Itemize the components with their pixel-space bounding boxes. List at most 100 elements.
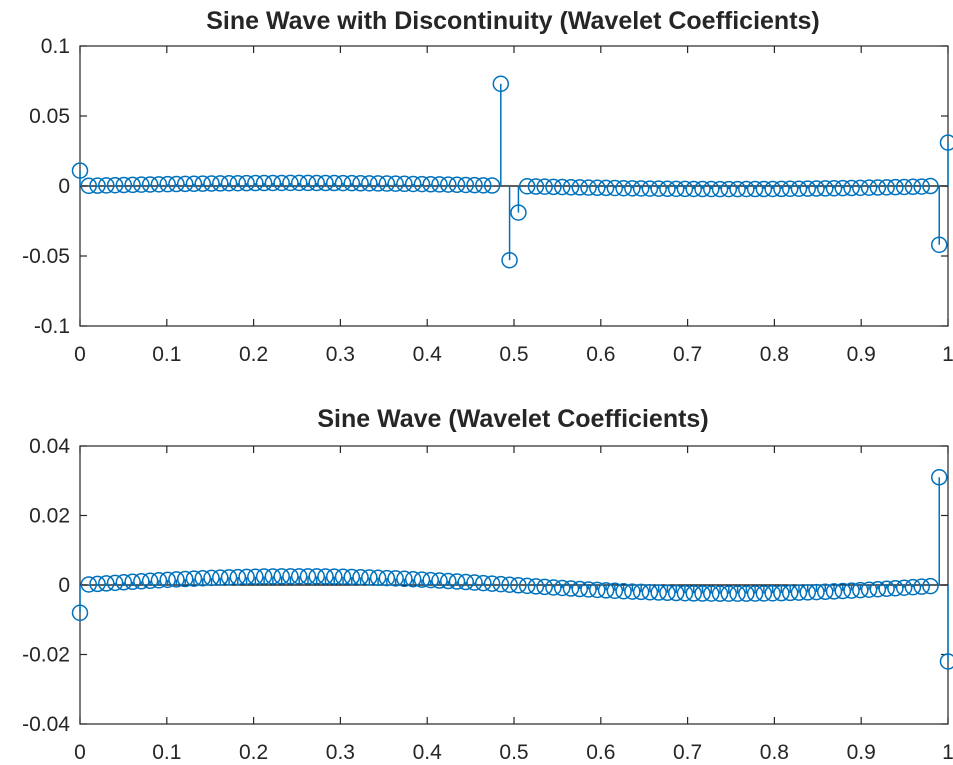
bottom-stem-marker [501,576,518,593]
bottom-stem-marker [457,573,475,591]
top-stem-marker [720,180,738,198]
top-stem-marker [518,178,536,195]
bottom-x-tick-label: 0.5 [499,741,528,764]
top-stem-marker [738,180,755,198]
bottom-stem-marker [825,583,843,600]
bottom-y-tick-label: -0.02 [22,644,70,667]
bottom-stem-marker [483,575,501,592]
bottom-stem-marker [71,604,89,622]
bottom-stem-marker [378,569,396,587]
bottom-stem-marker [597,582,615,599]
bottom-y-tick-label: 0.04 [29,435,70,458]
top-stem-marker [448,176,466,194]
bottom-stem-marker [746,585,764,602]
bottom-stem-marker [413,571,431,588]
bottom-stem-marker [527,578,545,595]
bottom-stem-marker [176,570,194,588]
bottom-x-tick-label: 0.4 [413,741,443,764]
top-stem-marker [168,175,185,193]
top-y-tick-label: 0.05 [29,105,70,128]
bottom-x-tick-label: 0.9 [847,741,876,764]
bottom-stem-marker [150,572,168,589]
bottom-y-tick-label: -0.04 [22,713,70,736]
bottom-stem-marker [448,573,466,590]
bottom-stem-marker [641,583,659,601]
bottom-stem-marker [475,574,492,592]
top-stem-marker [501,251,518,269]
top-stem-marker [141,176,159,193]
bottom-stem-marker [510,577,527,594]
bottom-stem-marker [703,585,720,602]
top-stem-marker [483,177,501,194]
bottom-stem-marker [396,570,413,588]
bottom-stem-marker [904,578,922,596]
bottom-stem-marker [492,575,510,593]
top-stem-marker [624,180,641,197]
top-stem-marker [308,174,325,192]
top-stem-marker [597,179,615,197]
top-stem-marker [255,174,273,192]
top-stem-marker [317,174,334,192]
bottom-stem-marker [466,574,483,591]
bottom-stem-marker [89,575,106,593]
bottom-stem-marker [834,582,852,600]
bottom-stem-marker [545,579,562,596]
bottom-plot-ticks: 0 0.1 0.2 0.3 0.4 0.5 0.6 0.7 0.8 0.9 1 -0.04 -0.02 0… [22,435,953,764]
top-stem-marker [711,180,729,198]
top-stem-marker [475,177,492,194]
bottom-stem-marker [685,585,702,602]
bottom-stem-marker [141,572,159,590]
top-stem-marker [852,179,869,197]
top-stem-marker [790,180,808,197]
top-stem-marker [71,162,89,179]
top-stem-marker [913,178,930,195]
top-plot-stems [71,75,953,269]
bottom-stem-marker [694,585,711,602]
bottom-plot-stems [71,469,953,670]
top-stem-marker [589,179,606,196]
bottom-stem-marker [124,573,141,591]
top-stem-marker [817,180,834,197]
top-stem-marker [466,176,483,194]
top-stem-marker [545,178,562,196]
bottom-stem-marker [404,570,422,588]
top-stem-marker [729,180,746,198]
bottom-x-tick-label: 0 [74,741,86,764]
top-stem-marker [124,176,141,194]
top-stem-marker [536,178,553,195]
top-stem-marker [115,176,133,194]
top-stem-marker [746,180,764,198]
top-stem-marker [290,174,308,192]
bottom-stem-marker [238,568,255,586]
top-stem-marker [220,175,238,192]
bottom-x-tick-label: 0.7 [673,741,702,764]
bottom-stem-marker [720,585,738,602]
top-stem-marker [282,174,299,192]
top-stem-marker [781,180,799,198]
top-stem-marker [676,180,694,198]
bottom-stem-marker [895,579,913,596]
bottom-stem-marker [930,469,948,486]
top-stem-marker [904,178,922,196]
top-stem-marker [641,180,659,197]
bottom-stem-marker [729,585,746,602]
top-stem-marker [387,175,404,192]
bottom-stem-marker [326,568,343,585]
bottom-stem-marker [755,585,773,602]
top-stem-marker [685,180,702,198]
bottom-stem-marker [308,568,325,585]
bottom-stem-marker [738,585,755,602]
top-stem-marker [176,175,194,193]
top-x-tick-label: 0.5 [499,343,528,366]
bottom-stem-marker [106,574,124,592]
top-stem-marker [264,174,282,192]
top-stem-marker [922,177,939,195]
bottom-stem-marker [667,584,685,602]
bottom-x-tick-label: 0.6 [586,741,615,764]
top-stem-marker [667,180,685,198]
top-stem-marker [378,175,396,192]
bottom-stem-marker [624,583,641,600]
top-stem-marker [133,176,150,193]
bottom-x-tick-label: 0.3 [326,741,355,764]
bottom-plot-title: Sine Wave (Wavelet Coefficients) [317,405,708,433]
